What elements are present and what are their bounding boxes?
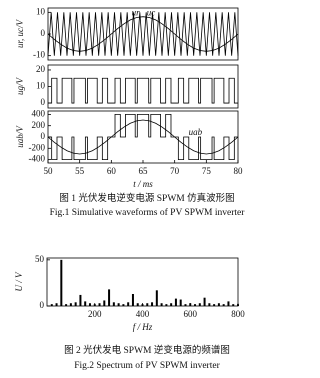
y-tick-label: 0 (40, 300, 45, 310)
bar (136, 303, 139, 306)
y-tick-label: 400 (32, 108, 46, 118)
y-axis-label: ug/V (15, 76, 25, 95)
bar (222, 304, 225, 306)
bar (232, 304, 235, 306)
bar (179, 299, 182, 306)
bar (208, 303, 211, 306)
y-tick-label: 0 (41, 97, 46, 107)
bar (227, 301, 230, 306)
x-tick-label: 60 (107, 166, 117, 176)
y-tick-label: 200 (32, 120, 46, 130)
bar (122, 304, 125, 306)
bar (50, 304, 53, 306)
y-tick-label: -10 (33, 50, 45, 60)
y-axis-label: uab/V (15, 125, 25, 148)
series-line (47, 16, 239, 52)
x-axis-label: t / ms (133, 179, 153, 189)
x-tick-label: 75 (202, 166, 212, 176)
bar (112, 302, 115, 306)
bar (174, 298, 177, 306)
plot-frame (46, 257, 239, 307)
series-line (47, 119, 239, 155)
bar (194, 304, 197, 306)
y-tick-label: 10 (36, 6, 46, 16)
bar (117, 303, 120, 306)
y-tick-label: 10 (36, 81, 46, 91)
caption-en: Fig.2 Spectrum of PV SPWM inverter (74, 360, 220, 371)
bar (160, 303, 163, 306)
y-tick-label: 20 (36, 64, 46, 74)
bar (146, 303, 149, 306)
series-line (47, 12, 239, 56)
series-label: uc (147, 7, 156, 17)
page: 图 1 光伏发电逆变电源 SPWM 仿真波形图 Fig.1 Simulative… (14, 6, 246, 371)
bar (60, 259, 63, 306)
series-line (48, 77, 238, 104)
x-tick-label: 70 (170, 166, 180, 176)
bar (79, 294, 82, 306)
y-tick-label: -200 (29, 142, 46, 152)
y-axis-label: ur, uc/V (15, 19, 25, 49)
y-tick-label: -400 (29, 154, 46, 164)
bar (65, 304, 68, 306)
x-tick-label: 80 (234, 166, 244, 176)
y-tick-label: 50 (35, 254, 45, 264)
bar (155, 290, 158, 306)
x-tick-label: 50 (44, 166, 54, 176)
series-label: ur (132, 7, 141, 17)
x-axis-label: f / Hz (133, 322, 153, 332)
bar (93, 304, 96, 306)
bar (127, 302, 130, 306)
caption-en: Fig.1 Simulative waveforms of PV SPWM in… (50, 207, 246, 218)
bar (131, 294, 134, 306)
y-axis-label: U / V (14, 271, 24, 292)
bar (74, 302, 77, 306)
bar (141, 304, 144, 306)
bar (103, 300, 106, 306)
bar (98, 303, 101, 306)
x-tick-label: 600 (184, 309, 198, 319)
bar (170, 303, 173, 306)
bar (217, 303, 220, 306)
plot-frame (47, 110, 239, 164)
x-tick-label: 800 (231, 309, 245, 319)
bar (203, 297, 206, 306)
y-tick-label: 0 (41, 28, 46, 38)
series-line (48, 113, 238, 161)
caption-cn: 图 1 光伏发电逆变电源 SPWM 仿真波形图 (59, 192, 234, 204)
x-tick-label: 200 (88, 309, 102, 319)
bar (88, 303, 91, 306)
bar (184, 304, 187, 306)
bar (55, 303, 58, 306)
bar (108, 289, 111, 306)
y-tick-label: 0 (41, 131, 46, 141)
bar (165, 304, 168, 306)
bar (198, 303, 201, 306)
bar (151, 302, 154, 306)
x-tick-label: 55 (75, 166, 85, 176)
bar (189, 303, 192, 306)
x-tick-label: 400 (136, 309, 150, 319)
bar (84, 301, 87, 306)
bar (237, 304, 239, 306)
caption-cn: 图 2 光伏发电 SPWM 逆变电源的频谱图 (64, 344, 230, 356)
plot-frame (47, 64, 239, 109)
series-label: uab (189, 127, 203, 137)
bar (69, 303, 72, 306)
x-tick-label: 65 (139, 166, 149, 176)
bar (213, 304, 216, 306)
